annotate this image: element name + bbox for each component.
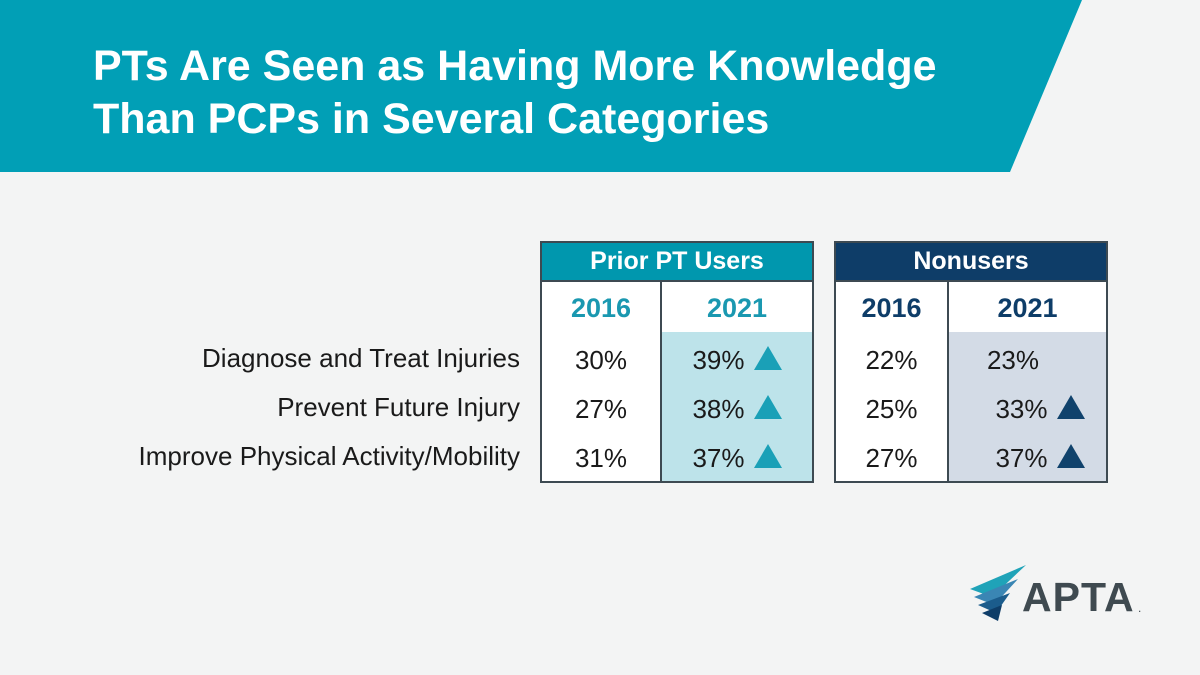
nonusers-year-2016: 2016 [861,292,922,323]
value-label: 38% [692,394,745,424]
up-triangle-icon [753,395,782,419]
apta-wings-icon [970,565,1026,621]
prior-2016-diagnose: 30% [542,345,660,375]
value-label: 22% [865,345,918,375]
nonusers-table: Nonusers 2016 2021 22% 25% 27% 23% 33% 3… [834,241,1108,483]
nonusers-header: Nonusers [836,243,1106,282]
value-label: 39% [692,345,745,375]
apta-logo-mark: . [1138,601,1142,615]
nonusers-2016-diagnose: 22% [836,345,947,375]
apta-logo-text: APTA [1022,574,1135,620]
value-label: 30% [574,345,628,375]
banner-shape [0,0,1082,172]
prior-2021-improve: 37% [662,443,812,473]
value-label: 27% [574,394,628,424]
prior-pt-users-header: Prior PT Users [542,243,812,282]
value-label: 25% [865,394,918,424]
nonusers-2021-improve: 37% [974,443,1106,473]
up-triangle-icon [753,444,782,468]
value-label: 27% [865,443,918,473]
nonusers-2021-diagnose: 23% [949,345,1077,375]
up-triangle-icon [1056,395,1085,419]
prior-pt-users-table: Prior PT Users 2016 2021 30% 27% 31% 39%… [540,241,814,483]
nonusers-2021-prevent: 33% [974,394,1106,424]
prior-2016-prevent: 27% [542,394,660,424]
value-label: 37% [692,443,745,473]
title-line-1: PTs Are Seen as Having More Knowledge [93,42,937,90]
page-title: PTs Are Seen as Having More Knowledge Th… [93,40,1053,146]
prior-2021-diagnose: 39% [662,345,812,375]
nonusers-2016-prevent: 25% [836,394,947,424]
title-banner: PTs Are Seen as Having More Knowledge Th… [0,0,1200,172]
nonusers-2016-improve: 27% [836,443,947,473]
prior-2016-improve: 31% [542,443,660,473]
title-line-2: Than PCPs in Several Categories [93,95,770,143]
value-label: 23% [986,345,1040,375]
prior-2021-prevent: 38% [662,394,812,424]
row-label-prevent: Prevent Future Injury [277,392,520,422]
prior-year-2016: 2016 [570,292,632,323]
prior-year-2021: 2021 [706,292,768,323]
prior-2021-shade [662,332,812,481]
up-triangle-icon [753,346,782,370]
row-label-diagnose: Diagnose and Treat Injuries [202,343,520,373]
nonusers-year-2021: 2021 [997,292,1058,323]
value-label: 37% [995,443,1048,473]
nonusers-column-divider [947,282,949,481]
value-label: 31% [574,443,628,473]
up-triangle-icon [1056,444,1085,468]
row-label-improve: Improve Physical Activity/Mobility [138,441,520,471]
prior-column-divider [660,282,662,481]
value-label: 33% [995,394,1048,424]
